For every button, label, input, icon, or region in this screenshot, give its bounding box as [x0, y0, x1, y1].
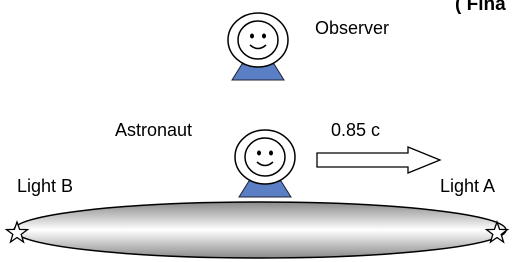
velocity-arrow — [317, 147, 440, 173]
astronaut-figure — [235, 130, 295, 197]
light-b-label: Light B — [17, 176, 73, 196]
diagram: ( Fina Observer Astronaut 0.85 c Light B… — [0, 0, 519, 262]
title: ( Fina — [455, 0, 506, 15]
observer-label: Observer — [315, 18, 389, 38]
astronaut-label: Astronaut — [115, 120, 192, 140]
light-a-label: Light A — [440, 176, 495, 196]
speed-label: 0.85 c — [331, 120, 380, 140]
spaceship — [14, 202, 506, 258]
observer-figure — [228, 13, 288, 80]
